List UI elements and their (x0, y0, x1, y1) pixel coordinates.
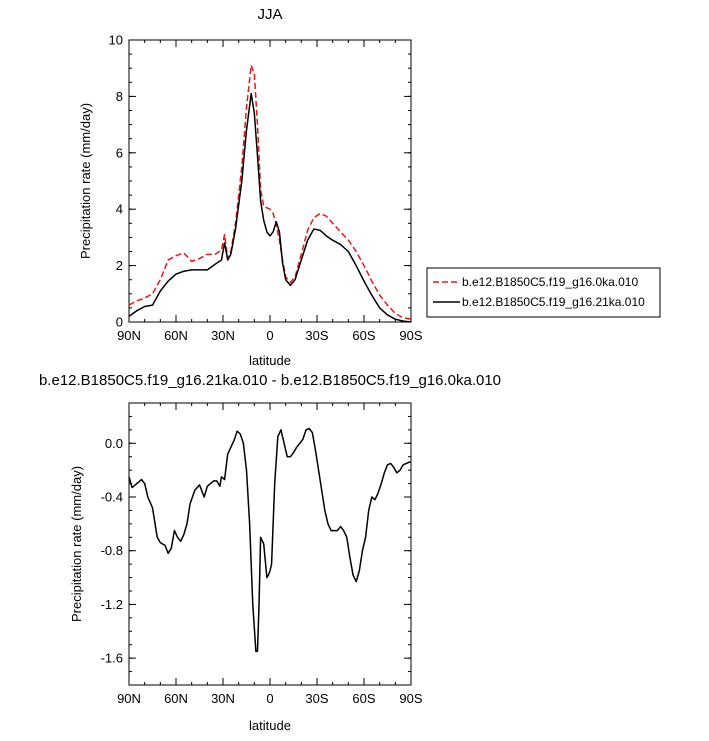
bottom-series-lines (128, 427, 411, 653)
top-x-tick-label: 60S (352, 328, 375, 343)
top-y-tick-label: 2 (116, 258, 123, 273)
legend-label-21ka: b.e12.B1850C5.f19_g16.21ka.010 (462, 295, 645, 309)
top-x-tick-label: 90N (117, 328, 141, 343)
top-series-line-1 (128, 92, 412, 323)
top-plot-frame (128, 39, 412, 323)
top-x-tick-label: 0 (266, 328, 273, 343)
bottom-y-axis-label: Precipitation rate (mm/day) (69, 466, 84, 622)
top-y-tick-label: 6 (116, 145, 123, 160)
top-x-axis-label: latitude (249, 353, 291, 368)
bottom-x-tick-label: 60N (164, 691, 188, 706)
bottom-x-tick-label: 30S (305, 691, 328, 706)
top-y-tick-label: 4 (116, 202, 123, 217)
bottom-x-tick-label: 90N (117, 691, 141, 706)
top-y-axis-label: Precipitation rate (mm/day) (78, 103, 93, 259)
bottom-x-tick-label: 90S (399, 691, 422, 706)
top-y-tick-label: 0 (116, 315, 123, 330)
top-panel: JJA 0 2 4 6 8 10 90N 60N 30N 0 30S 60S 90S latitude… (78, 6, 423, 368)
bottom-y-tick-label: 0.0 (105, 436, 123, 451)
top-x-tick-label: 30S (305, 328, 328, 343)
top-y-tick-label: 8 (116, 89, 123, 104)
bottom-y-tick-label: -0.4 (101, 490, 123, 505)
top-series-line-0 (128, 64, 412, 320)
legend-label-0ka: b.e12.B1850C5.f19_g16.0ka.010 (462, 275, 638, 289)
top-x-tick-label: 60N (164, 328, 188, 343)
bottom-chart-title: b.e12.B1850C5.f19_g16.21ka.010 - b.e12.B… (39, 372, 501, 389)
bottom-x-tick-label: 0 (266, 691, 273, 706)
top-series-lines (128, 64, 412, 323)
bottom-y-ticks: 0.0 -0.4 -0.8 -1.2 -1.6 (101, 402, 411, 686)
bottom-panel: b.e12.B1850C5.f19_g16.21ka.010 - b.e12.B… (39, 372, 501, 733)
bottom-x-tick-label: 30N (211, 691, 235, 706)
bottom-y-tick-label: -1.2 (101, 597, 123, 612)
top-y-tick-label: 10 (109, 33, 123, 48)
bottom-x-ticks: 90N 60N 30N 0 30S 60S 90S (117, 403, 423, 706)
bottom-x-tick-label: 60S (352, 691, 375, 706)
top-y-ticks: 0 2 4 6 8 10 (109, 33, 411, 330)
bottom-x-axis-label: latitude (249, 718, 291, 733)
top-chart-title: JJA (257, 6, 282, 23)
legend-frame (426, 267, 661, 318)
bottom-series-line-0 (128, 427, 411, 653)
top-x-ticks: 90N 60N 30N 0 30S 60S 90S (117, 40, 423, 343)
top-x-tick-label: 90S (399, 328, 422, 343)
bottom-y-tick-label: -0.8 (101, 543, 123, 558)
top-x-tick-label: 30N (211, 328, 235, 343)
bottom-y-tick-label: -1.6 (101, 651, 123, 666)
legend: b.e12.B1850C5.f19_g16.0ka.010 b.e12.B185… (426, 267, 661, 318)
